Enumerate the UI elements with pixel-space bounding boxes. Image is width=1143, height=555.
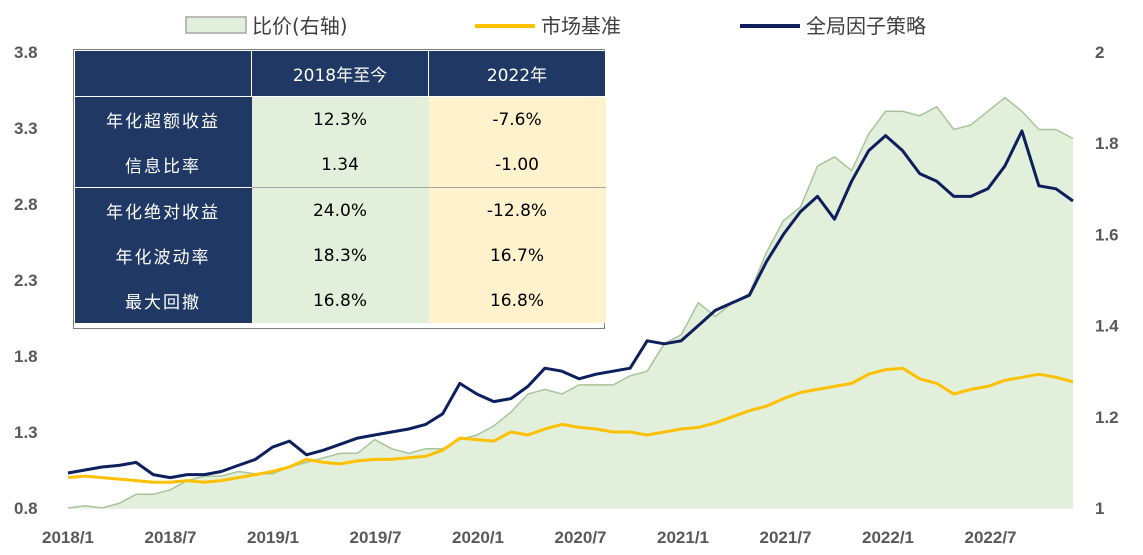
series-ratio-edge [67, 96, 1074, 509]
x-tick-label: 2021/1 [657, 528, 709, 547]
x-tick-label: 2020/1 [452, 528, 504, 547]
table-row: 信息比率 1.34 -1.00 [74, 142, 606, 188]
y-right-tick-label: 1.4 [1095, 317, 1119, 336]
y-left-tick-label: 0.8 [14, 499, 38, 518]
legend-label-benchmark: 市场基准 [541, 14, 621, 38]
x-tick-label: 2021/7 [760, 528, 812, 547]
cell-since-2018: 18.3% [251, 233, 429, 278]
table-row: 年化波动率 18.3% 16.7% [74, 233, 606, 278]
legend-label-strategy: 全局因子策略 [806, 14, 926, 38]
series-benchmark-line [67, 366, 1074, 484]
y-left-tick-label: 2.3 [14, 271, 38, 290]
y-right-tick-label: 1 [1095, 499, 1104, 518]
row-label: 年化绝对收益 [74, 187, 252, 233]
series-strategy-line [67, 129, 1074, 480]
y-left-tick-label: 1.8 [14, 347, 38, 366]
legend: 比价(右轴) 市场基准 全局因子策略 [185, 14, 926, 38]
stats-table: 2018年至今 2022年 年化超额收益 12.3% -7.6% 信息比率 1.… [74, 50, 606, 323]
y-right-axis: 1 1.2 1.4 1.6 1.8 2 [1095, 43, 1119, 518]
x-tick-label: 2018/7 [145, 528, 197, 547]
y-left-tick-label: 1.3 [14, 423, 38, 442]
row-label: 年化超额收益 [74, 96, 252, 142]
legend-label-ratio: 比价(右轴) [252, 14, 348, 38]
x-tick-label: 2022/7 [965, 528, 1017, 547]
table-row: 年化超额收益 12.3% -7.6% [74, 96, 606, 142]
table-row: 年化绝对收益 24.0% -12.8% [74, 187, 606, 233]
table-header-blank [74, 50, 252, 97]
x-tick-label: 2019/1 [247, 528, 299, 547]
x-tick-label: 2019/7 [350, 528, 402, 547]
cell-2022: -1.00 [428, 142, 606, 188]
x-axis: 2018/1 2018/7 2019/1 2019/7 2020/1 2020/7 2021… [42, 507, 1073, 547]
cell-2022: 16.8% [428, 278, 606, 323]
cell-since-2018: 12.3% [251, 96, 429, 142]
x-tick-label: 2022/1 [862, 528, 914, 547]
cell-2022: -12.8% [428, 187, 606, 233]
y-right-tick-label: 1.8 [1095, 134, 1119, 153]
cell-2022: -7.6% [428, 96, 606, 142]
cell-2022: 16.7% [428, 233, 606, 278]
plot-area [67, 96, 1074, 509]
cell-since-2018: 24.0% [251, 187, 429, 233]
table-header-since-2018: 2018年至今 [251, 50, 429, 97]
x-tick-label: 2020/7 [555, 528, 607, 547]
table-header-row: 2018年至今 2022年 [74, 50, 606, 97]
cell-since-2018: 1.34 [251, 142, 429, 188]
y-left-axis: 0.8 1.3 1.8 2.3 2.8 3.3 3.8 [14, 43, 38, 518]
row-label: 最大回撤 [74, 278, 252, 323]
y-right-tick-label: 1.6 [1095, 225, 1119, 244]
y-left-tick-label: 3.8 [14, 43, 38, 62]
cell-since-2018: 16.8% [251, 278, 429, 323]
y-left-tick-label: 3.3 [14, 119, 38, 138]
row-label: 信息比率 [74, 142, 252, 188]
y-left-tick-label: 2.8 [14, 195, 38, 214]
row-label: 年化波动率 [74, 233, 252, 278]
y-right-tick-label: 1.2 [1095, 408, 1119, 427]
table-header-2022: 2022年 [428, 50, 606, 97]
x-tick-label: 2018/1 [42, 528, 94, 547]
table-row: 最大回撤 16.8% 16.8% [74, 278, 606, 323]
legend-swatch-ratio [185, 16, 247, 34]
y-right-tick-label: 2 [1095, 43, 1104, 62]
